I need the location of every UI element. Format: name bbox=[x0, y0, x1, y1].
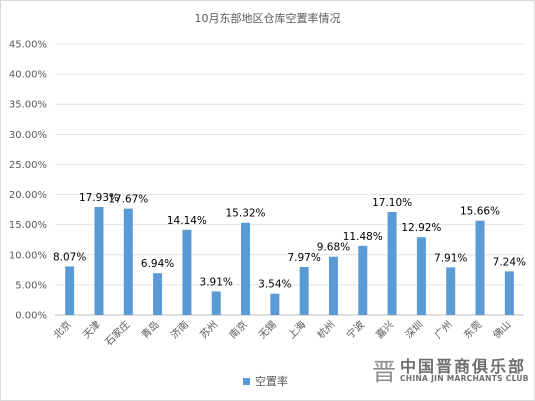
watermark-logo: 晋 bbox=[372, 358, 396, 386]
y-tick-label: 35.00% bbox=[9, 100, 47, 111]
legend-label: 空置率 bbox=[255, 375, 288, 388]
y-tick-label: 30.00% bbox=[9, 130, 47, 141]
data-label: 7.24% bbox=[493, 256, 526, 268]
x-tick-label: 青岛 bbox=[138, 318, 161, 341]
bar bbox=[182, 229, 192, 315]
bar bbox=[270, 293, 280, 315]
y-tick-label: 0.00% bbox=[15, 311, 47, 322]
x-tick-label: 嘉兴 bbox=[373, 318, 396, 341]
bar bbox=[241, 222, 251, 315]
chart-title: 10月东部地区仓库空置率情况 bbox=[194, 12, 341, 25]
watermark: 晋 中国晋商俱乐部 CHINA JIN MARCHANTS CLUB bbox=[372, 350, 532, 390]
x-tick-label: 石家庄 bbox=[102, 318, 132, 348]
x-tick-label: 杭州 bbox=[314, 318, 337, 341]
bar bbox=[153, 273, 163, 315]
data-label: 12.92% bbox=[401, 222, 441, 234]
bar bbox=[65, 266, 75, 315]
x-tick-label: 宁波 bbox=[344, 318, 367, 341]
x-tick-label: 北京 bbox=[50, 318, 73, 341]
bar bbox=[504, 271, 514, 315]
legend-swatch bbox=[243, 377, 250, 385]
x-tick-label: 无锡 bbox=[256, 318, 279, 341]
data-label: 17.10% bbox=[372, 197, 412, 209]
y-tick-label: 15.00% bbox=[9, 220, 47, 231]
x-tick-label: 苏州 bbox=[197, 318, 220, 341]
data-label: 17.93% bbox=[79, 192, 119, 204]
y-tick-label: 40.00% bbox=[9, 70, 47, 81]
x-tick-label: 上海 bbox=[285, 318, 308, 341]
bar bbox=[387, 212, 397, 315]
data-label: 11.48% bbox=[343, 231, 383, 243]
data-label: 6.94% bbox=[141, 258, 174, 270]
x-tick-label: 广州 bbox=[432, 319, 455, 342]
x-tick-label: 南京 bbox=[226, 318, 249, 341]
y-tick-label: 5.00% bbox=[15, 280, 47, 291]
bar bbox=[211, 291, 221, 315]
data-label: 8.07% bbox=[53, 251, 86, 263]
bar bbox=[328, 256, 338, 315]
y-tick-label: 45.00% bbox=[9, 40, 47, 51]
x-tick-label: 佛山 bbox=[490, 318, 513, 341]
data-label: 7.97% bbox=[287, 252, 320, 264]
x-tick-label: 天津 bbox=[80, 319, 103, 342]
bar bbox=[123, 208, 133, 315]
data-label: 14.14% bbox=[167, 215, 207, 227]
bar bbox=[446, 267, 456, 315]
y-tick-label: 25.00% bbox=[9, 160, 47, 171]
y-tick-label: 10.00% bbox=[9, 250, 47, 261]
bar bbox=[358, 245, 368, 315]
data-label: 3.54% bbox=[258, 279, 291, 291]
data-label: 7.91% bbox=[434, 252, 467, 264]
data-label: 9.68% bbox=[317, 242, 350, 254]
bar bbox=[475, 220, 485, 315]
bar bbox=[94, 207, 104, 315]
watermark-name-en: CHINA JIN MARCHANTS CLUB bbox=[400, 374, 529, 383]
data-label: 15.66% bbox=[460, 206, 500, 218]
bar bbox=[299, 267, 309, 315]
x-tick-label: 济南 bbox=[168, 318, 191, 341]
x-tick-label: 东莞 bbox=[461, 318, 484, 341]
bar bbox=[416, 237, 426, 315]
watermark-name-cn: 中国晋商俱乐部 bbox=[400, 357, 527, 376]
data-label: 17.67% bbox=[108, 194, 148, 206]
data-label: 3.91% bbox=[200, 276, 233, 288]
chart-legend: 空置率 bbox=[243, 373, 288, 389]
data-label: 15.32% bbox=[226, 208, 266, 220]
y-tick-label: 20.00% bbox=[9, 190, 47, 201]
x-tick-label: 深圳 bbox=[403, 319, 426, 342]
